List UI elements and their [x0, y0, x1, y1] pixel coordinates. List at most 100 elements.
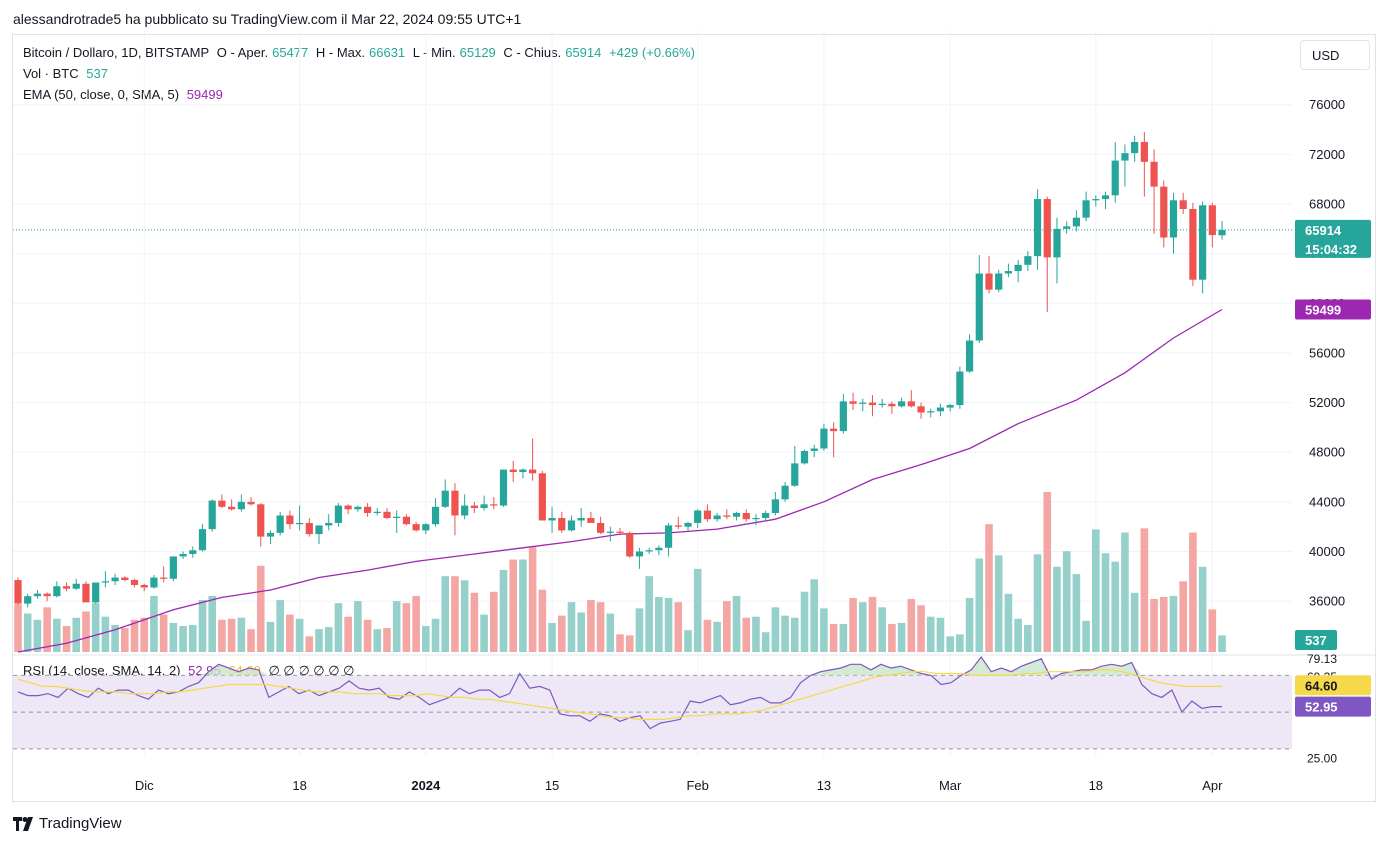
- volume-badge-text: 537: [1305, 633, 1327, 648]
- volume-bar: [596, 602, 605, 652]
- rsi-line: [17, 655, 1222, 730]
- candle-body: [1121, 153, 1129, 161]
- price-tick-label: 72000: [1309, 147, 1345, 162]
- last-price-badge-box: [1295, 219, 1371, 258]
- candle-body: [393, 516, 401, 518]
- candle-body: [965, 340, 974, 372]
- candle-body: [169, 556, 177, 579]
- candle-body: [130, 580, 139, 585]
- candle-body: [723, 515, 731, 517]
- volume-bar: [538, 589, 547, 652]
- volume-bar: [101, 616, 110, 652]
- rsi-overbought-fill: [860, 664, 871, 676]
- price-tick-label: 44000: [1309, 494, 1345, 509]
- candle-body: [1208, 205, 1216, 236]
- grid-lines: [13, 30, 1292, 757]
- volume-bar: [23, 613, 32, 652]
- candle-body: [344, 505, 352, 510]
- rsi-legend: RSI (14, close, SMA, 14, 2) 52.95 64.60 …: [23, 663, 359, 679]
- volume-bar: [324, 627, 333, 652]
- volume-bar: [247, 629, 255, 652]
- volume-bar: [800, 591, 809, 652]
- volume-label[interactable]: Vol · BTC: [23, 66, 79, 81]
- candle-body: [354, 506, 362, 510]
- volume-bar: [53, 618, 61, 652]
- volume-bar: [470, 592, 479, 652]
- candle-body: [1014, 264, 1022, 272]
- currency-button[interactable]: USD: [1300, 40, 1370, 70]
- rsi-overbought-fill: [820, 669, 831, 676]
- candle-body: [451, 490, 459, 516]
- volume-bar: [732, 595, 741, 652]
- volume-bar: [82, 611, 90, 652]
- candle-body: [694, 510, 702, 523]
- candle-body: [257, 504, 265, 537]
- volume-bar: [43, 607, 51, 652]
- candle-body: [315, 525, 323, 535]
- candle-body: [490, 504, 498, 506]
- candle-body: [402, 516, 410, 525]
- candle-body: [975, 273, 983, 341]
- price-axis[interactable]: 3600040000440004800052000560006000064000…: [1309, 97, 1345, 608]
- volume-bar: [354, 601, 362, 652]
- time-axis[interactable]: Dic 18 2024 15 Feb 13 Mar 18 Apr: [135, 778, 1223, 793]
- rsi-overbought-fill: [218, 664, 229, 676]
- rsi-ma-badge-text: 64.60: [1305, 678, 1338, 693]
- volume-bar: [849, 597, 857, 652]
- brand-name: TradingView: [39, 815, 122, 832]
- volume-bar: [606, 613, 615, 652]
- volume-bar: [616, 634, 624, 652]
- candle-body: [237, 501, 245, 510]
- volume-bar: [1053, 566, 1061, 652]
- candle-body: [480, 504, 488, 509]
- candle-body: [713, 515, 721, 520]
- rsi-overbought-fill: [519, 673, 530, 676]
- candle-body: [305, 522, 313, 535]
- candle-body: [762, 513, 770, 518]
- candle-body: [373, 511, 381, 514]
- candle-body: [810, 448, 818, 451]
- candle-body: [529, 469, 537, 474]
- candle-body: [383, 511, 391, 518]
- volume-bar: [625, 635, 634, 652]
- volume-bar: [655, 596, 663, 652]
- time-tick-label: 13: [817, 778, 831, 793]
- volume-bar: [965, 597, 974, 652]
- close-value: 65914: [565, 45, 602, 60]
- tradingview-logo[interactable]: TradingView: [13, 815, 122, 832]
- volume-bar: [917, 605, 925, 652]
- volume-bar: [985, 524, 993, 652]
- candle-body: [461, 505, 469, 516]
- volume-bar: [237, 617, 246, 652]
- volume-bar: [577, 612, 585, 652]
- rsi-overbought-fill: [870, 664, 881, 676]
- ema-legend: EMA (50, close, 0, SMA, 5) 59499: [23, 87, 227, 102]
- volume-bar: [1189, 532, 1197, 652]
- rsi-label[interactable]: RSI (14, close, SMA, 14, 2): [23, 663, 181, 678]
- candle-body: [1131, 141, 1139, 154]
- last-price-badge-text: 15:04:32: [1305, 242, 1357, 257]
- low-label: L - Min.: [412, 45, 456, 60]
- rsi-overbought-fill: [850, 664, 861, 676]
- candle-body: [888, 403, 896, 407]
- volume-bar: [519, 559, 527, 652]
- candle-body: [509, 469, 517, 473]
- symbol-label[interactable]: Bitcoin / Dollaro, 1D, BITSTAMP: [23, 45, 210, 60]
- candle-body: [286, 515, 294, 525]
- volume-bar: [810, 579, 819, 652]
- ema-label[interactable]: EMA (50, close, 0, SMA, 5): [23, 87, 180, 102]
- volume-bar: [286, 614, 294, 652]
- candle-body: [752, 517, 760, 520]
- candle-body: [664, 525, 673, 548]
- volume-bar: [412, 595, 420, 652]
- time-tick-label: Dic: [135, 778, 154, 793]
- volume-bar: [703, 619, 712, 652]
- chart-frame: [12, 34, 1376, 802]
- volume-bar: [91, 603, 100, 652]
- candle-body: [325, 522, 333, 526]
- volume-bar: [548, 622, 556, 652]
- volume-bar: [1014, 618, 1022, 652]
- candle-body: [1101, 195, 1110, 200]
- rsi-overbought-fill: [1011, 666, 1022, 676]
